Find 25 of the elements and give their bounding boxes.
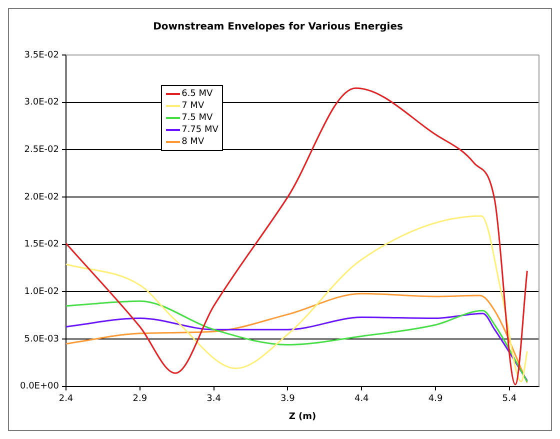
line-series xyxy=(65,312,528,382)
chart-title: Downstream Envelopes for Various Energies xyxy=(153,22,403,33)
x-tick-label: 3.4 xyxy=(206,394,222,404)
x-tick-label: 3.9 xyxy=(280,394,296,404)
y-tick-label: 2.0E-02 xyxy=(24,192,59,202)
y-tick-label: 1.0E-02 xyxy=(24,287,59,298)
x-tick-label: 4.9 xyxy=(428,394,443,404)
y-tick-label: 3.5E-02 xyxy=(24,50,59,60)
legend-label: 7.75 MV xyxy=(182,124,218,136)
line-series xyxy=(65,87,528,386)
y-tick-label: 2.5E-02 xyxy=(24,145,59,156)
y-tick-label: 0.0E+00 xyxy=(20,382,60,392)
legend-label: 8 MV xyxy=(182,136,204,148)
legend-label: 7 MV xyxy=(182,100,204,112)
y-tick-label: 5.0E-03 xyxy=(24,334,59,344)
y-tick-label: 3.0E-02 xyxy=(24,98,59,108)
y-tick-label: 1.5E-02 xyxy=(24,240,59,250)
x-tick-label: 2.4 xyxy=(58,394,74,404)
x-tick-label: 5.4 xyxy=(502,394,517,404)
legend-label: 7.5 MV xyxy=(182,112,213,124)
line-series xyxy=(65,215,528,382)
x-tick-label: 4.4 xyxy=(354,394,370,404)
legend-label: 6.5 MV xyxy=(182,88,213,100)
x-tick-label: 2.9 xyxy=(132,394,148,404)
x-axis-title: Z (m) xyxy=(288,412,316,422)
